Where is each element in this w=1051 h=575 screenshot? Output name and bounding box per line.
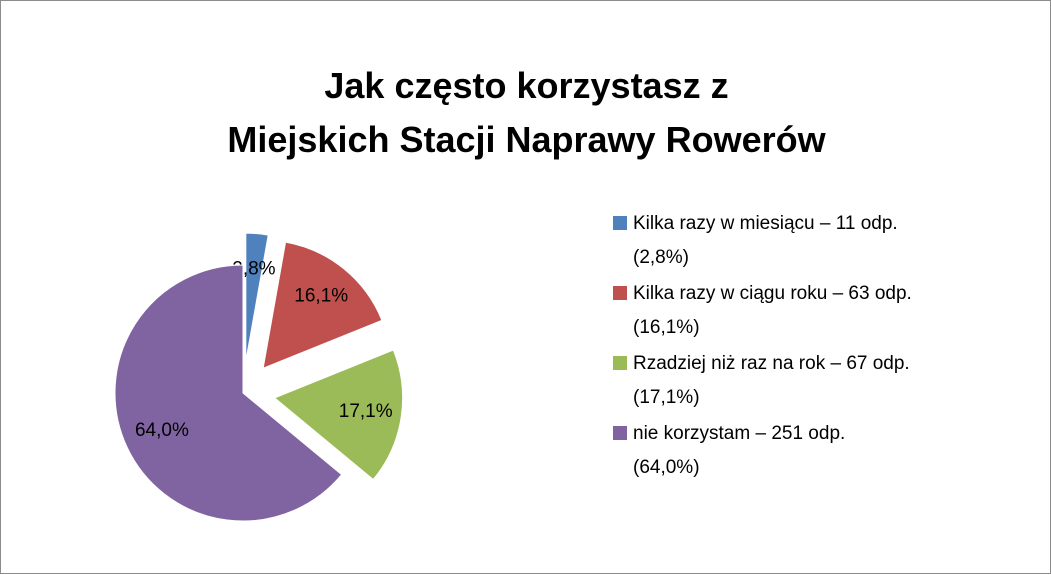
- legend-swatch: [613, 356, 627, 370]
- legend-swatch: [613, 216, 627, 230]
- legend-item: nie korzystam – 251 odp. (64,0%): [613, 417, 845, 485]
- legend-swatch: [613, 286, 627, 300]
- legend-item: Kilka razy w ciągu roku – 63 odp. (16,1%…: [613, 277, 912, 345]
- chart-title: Jak często korzystasz z Miejskich Stacji…: [227, 65, 826, 160]
- legend-swatch: [613, 426, 627, 440]
- pie-slice: [262, 241, 383, 369]
- legend-item: Kilka razy w miesiącu – 11 odp. (2,8%): [613, 207, 898, 275]
- pie-slice: [273, 349, 404, 481]
- data-label: 17,1%: [339, 401, 393, 422]
- legend-item: Rzadziej niż raz na rok – 67 odp. (17,1%…: [613, 347, 910, 415]
- pie-slice: [245, 232, 269, 362]
- data-label: 16,1%: [294, 286, 348, 307]
- data-label: 64,0%: [135, 420, 189, 441]
- pie-slice: [114, 264, 343, 522]
